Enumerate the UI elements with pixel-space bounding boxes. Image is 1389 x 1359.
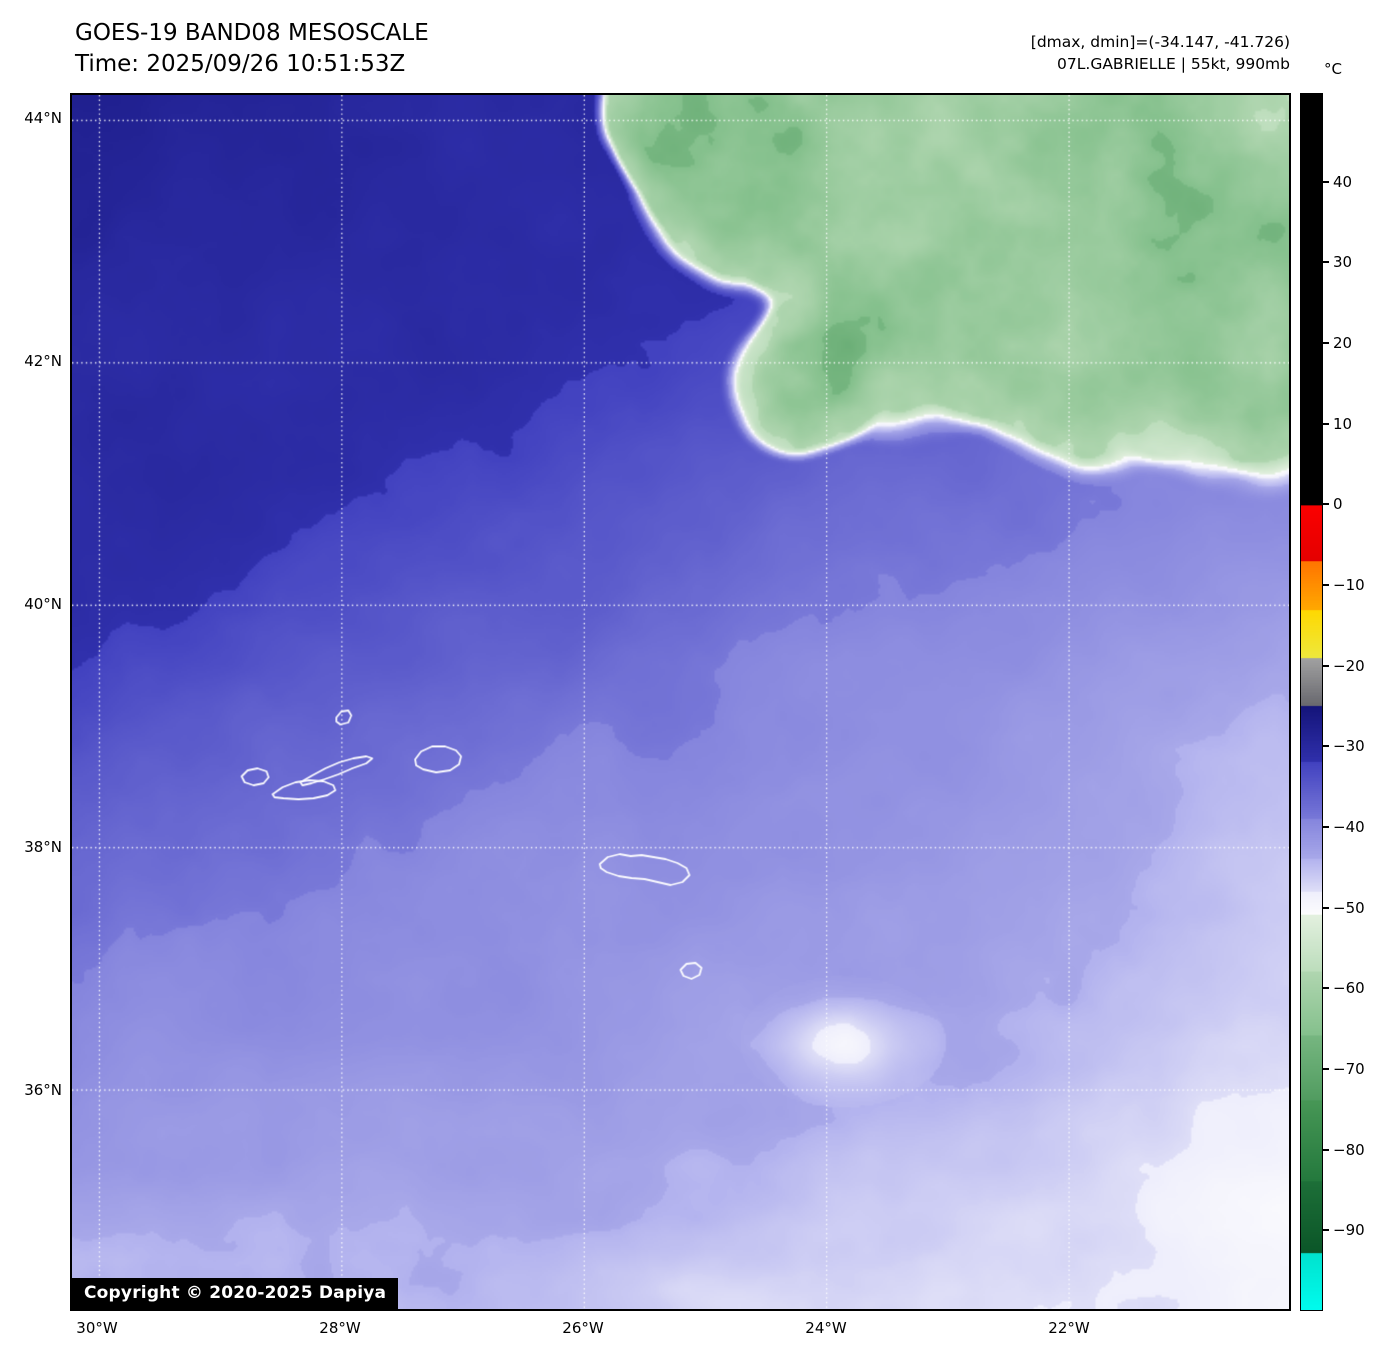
colorbar-tick-label: −90 — [1333, 1221, 1365, 1240]
header-left: GOES-19 BAND08 MESOSCALE Time: 2025/09/2… — [75, 18, 429, 80]
colorbar-tick-label: −70 — [1333, 1060, 1365, 1078]
colorbar-tick-label: 40 — [1333, 172, 1353, 191]
map-plot: Copyright © 2020-2025 Dapiya — [70, 93, 1291, 1311]
colorbar-unit-label: °C — [1324, 60, 1342, 78]
colorbar — [1300, 93, 1323, 1311]
lat-tick-label: 40°N — [24, 595, 62, 613]
colorbar-tick-label: 20 — [1333, 334, 1353, 353]
colorbar-tick-label: −10 — [1333, 576, 1365, 595]
dmax-dmin-readout: [dmax, dmin]=(-34.147, -41.726) — [1030, 33, 1290, 51]
colorbar-tick-mark — [1323, 1148, 1329, 1151]
lon-tick-label: 24°W — [805, 1319, 847, 1337]
colorbar-tick-label: 30 — [1333, 253, 1353, 272]
colorbar-tick-mark — [1323, 906, 1329, 909]
colorbar-tick-label: −30 — [1333, 737, 1365, 756]
lat-tick-label: 38°N — [24, 838, 62, 856]
colorbar-tick-mark — [1323, 180, 1329, 183]
colorbar-tick-mark — [1323, 664, 1329, 667]
lat-tick-label: 36°N — [24, 1081, 62, 1099]
colorbar-tick-mark — [1323, 1068, 1329, 1070]
colorbar-tick-label: −80 — [1333, 1140, 1365, 1159]
colorbar-tick-mark — [1323, 1229, 1329, 1232]
colorbar-tick-label: −50 — [1333, 898, 1365, 917]
lon-tick-label: 22°W — [1048, 1319, 1090, 1337]
colorbar-tick-mark — [1323, 987, 1329, 990]
colorbar-tick-mark — [1323, 422, 1329, 425]
product-time: Time: 2025/09/26 10:51:53Z — [75, 51, 406, 77]
header-right: [dmax, dmin]=(-34.147, -41.726) 07L.GABR… — [690, 31, 1290, 75]
colorbar-tick-mark — [1323, 261, 1329, 264]
colorbar-tick-label: 10 — [1333, 414, 1353, 433]
colorbar-tick-label: −60 — [1333, 979, 1365, 998]
colorbar-tick-mark — [1323, 745, 1329, 748]
lon-tick-label: 28°W — [319, 1319, 361, 1337]
colorbar-tick-mark — [1323, 503, 1329, 506]
product-title: GOES-19 BAND08 MESOSCALE — [75, 20, 429, 46]
lat-tick-label: 44°N — [24, 109, 62, 127]
colorbar-gradient — [1301, 94, 1322, 1310]
colorbar-tick-label: −20 — [1333, 656, 1365, 675]
colorbar-tick-mark — [1323, 584, 1329, 587]
colorbar-tick-label: 0 — [1333, 495, 1343, 514]
colorbar-tick-mark — [1323, 342, 1329, 345]
map-grid-islands-overlay — [72, 95, 1289, 1309]
lon-tick-label: 30°W — [76, 1319, 118, 1337]
lon-tick-label: 26°W — [562, 1319, 604, 1337]
storm-readout: 07L.GABRIELLE | 55kt, 990mb — [1057, 55, 1290, 73]
copyright-badge: Copyright © 2020-2025 Dapiya — [72, 1278, 399, 1309]
colorbar-tick-mark — [1323, 826, 1329, 829]
colorbar-tick-label: −40 — [1333, 818, 1365, 837]
lat-tick-label: 42°N — [24, 352, 62, 370]
